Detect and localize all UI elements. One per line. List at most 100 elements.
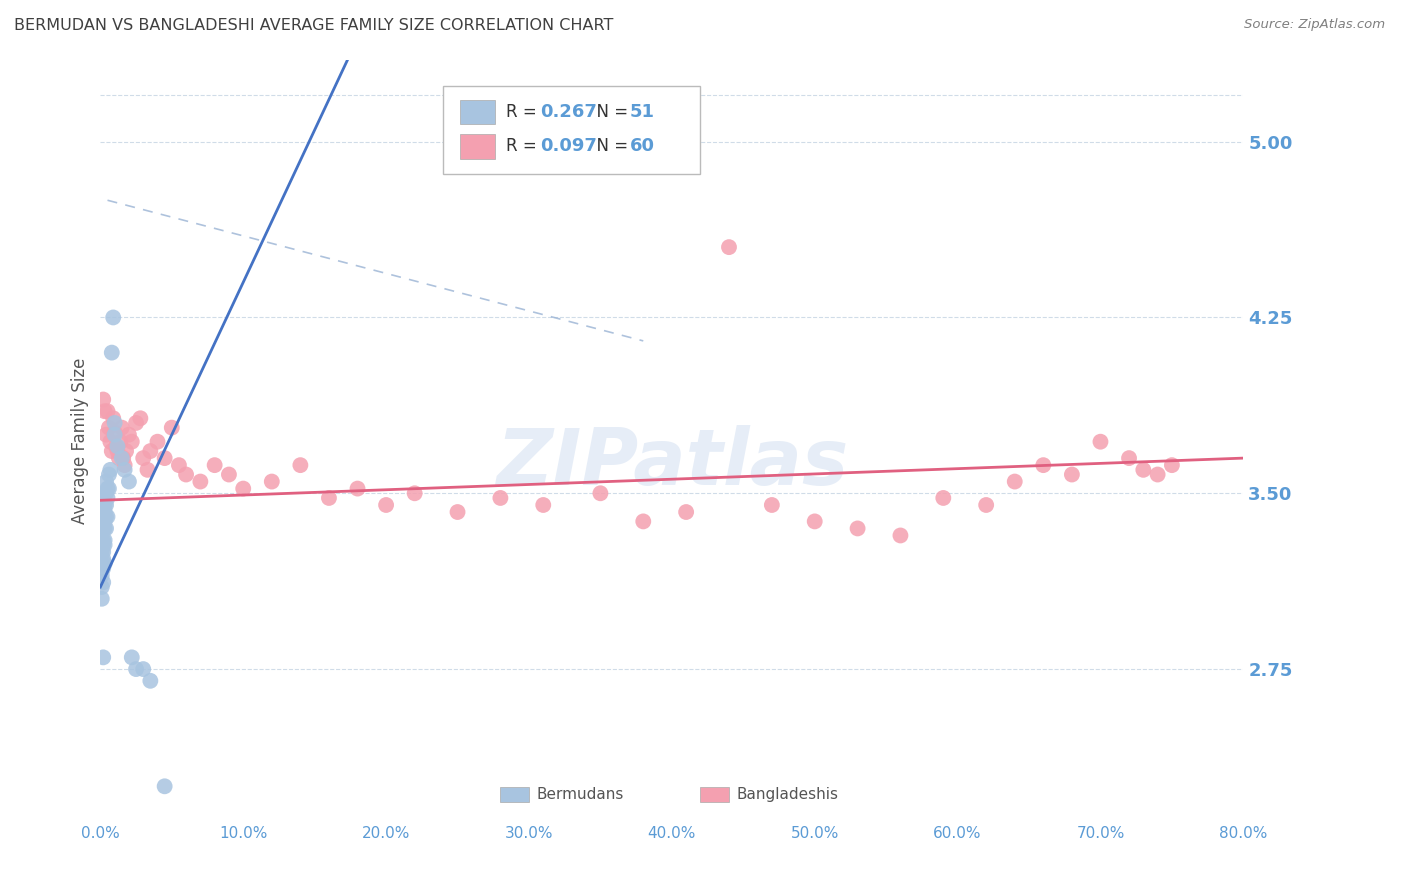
Point (94, 498, 117, 512)
Point (717, 240, 740, 254)
Point (139, 444, 162, 458)
Point (125, 662, 148, 676)
Point (633, 515, 655, 529)
Point (96, 404, 118, 418)
Point (94, 486, 117, 500)
Point (121, 434, 143, 449)
Point (153, 451, 176, 466)
Point (97, 482, 120, 496)
Point (90, 533, 112, 548)
Point (110, 434, 132, 449)
Point (1146, 467, 1168, 482)
Point (94, 427, 117, 442)
Point (446, 505, 468, 519)
Point (675, 505, 697, 519)
Point (90, 591, 112, 606)
Point (108, 451, 131, 466)
Point (96, 491, 118, 505)
Point (93, 538, 115, 552)
Point (91, 545, 114, 559)
Point (91, 521, 114, 535)
Point (90, 568, 112, 582)
Text: Bermudans: Bermudans (537, 788, 624, 802)
FancyBboxPatch shape (460, 135, 495, 159)
Point (91, 575, 114, 590)
Point (111, 420, 134, 434)
Point (761, 498, 783, 512)
FancyBboxPatch shape (700, 787, 728, 803)
Point (132, 451, 155, 466)
Point (103, 411, 125, 425)
Text: 60: 60 (630, 137, 655, 155)
Point (589, 486, 612, 500)
Text: Source: ZipAtlas.com: Source: ZipAtlas.com (1244, 18, 1385, 31)
Point (1161, 458, 1184, 472)
Point (531, 498, 554, 512)
Point (97, 420, 120, 434)
Point (91, 552, 114, 566)
Point (107, 444, 129, 458)
Point (114, 458, 136, 472)
Point (129, 411, 152, 425)
Point (346, 482, 368, 496)
Point (90, 580, 112, 594)
Point (132, 662, 155, 676)
Point (112, 451, 135, 466)
Point (846, 521, 869, 535)
Point (404, 486, 426, 500)
Text: R =: R = (506, 137, 543, 155)
Point (118, 427, 141, 442)
Point (1090, 434, 1112, 449)
Point (97, 467, 120, 482)
Point (190, 475, 212, 489)
Point (1004, 475, 1026, 489)
Text: 0.267: 0.267 (540, 103, 598, 121)
Point (93, 557, 115, 571)
FancyBboxPatch shape (501, 787, 529, 803)
Point (93, 533, 115, 548)
Point (1132, 463, 1154, 477)
Point (91, 509, 114, 524)
Point (1118, 451, 1140, 466)
Point (107, 439, 129, 453)
Point (153, 779, 176, 793)
Point (974, 498, 997, 512)
Point (204, 458, 226, 472)
Point (94, 509, 117, 524)
Point (90, 509, 112, 524)
Point (94, 521, 117, 535)
Point (96, 482, 118, 496)
Point (90, 521, 112, 535)
Y-axis label: Average Family Size: Average Family Size (72, 358, 89, 524)
Text: 51: 51 (630, 103, 655, 121)
Point (1032, 458, 1054, 472)
Point (803, 515, 825, 529)
Point (104, 427, 127, 442)
Point (111, 451, 134, 466)
Point (91, 650, 114, 665)
Point (136, 463, 159, 477)
Point (932, 491, 955, 505)
Point (91, 392, 114, 407)
Point (114, 463, 136, 477)
Point (93, 486, 115, 500)
Point (91, 498, 114, 512)
Point (98, 434, 121, 449)
Point (167, 458, 190, 472)
Point (104, 425, 127, 440)
Text: N =: N = (586, 137, 634, 155)
Point (115, 444, 138, 458)
Point (160, 420, 183, 434)
Point (91, 561, 114, 575)
Point (232, 482, 254, 496)
Point (93, 498, 115, 512)
Text: 0.097: 0.097 (540, 137, 598, 155)
Point (91, 515, 114, 529)
Point (104, 416, 127, 430)
FancyBboxPatch shape (460, 100, 495, 124)
Point (96, 509, 118, 524)
Point (101, 444, 124, 458)
Point (1060, 467, 1083, 482)
Point (90, 557, 112, 571)
Point (290, 458, 312, 472)
